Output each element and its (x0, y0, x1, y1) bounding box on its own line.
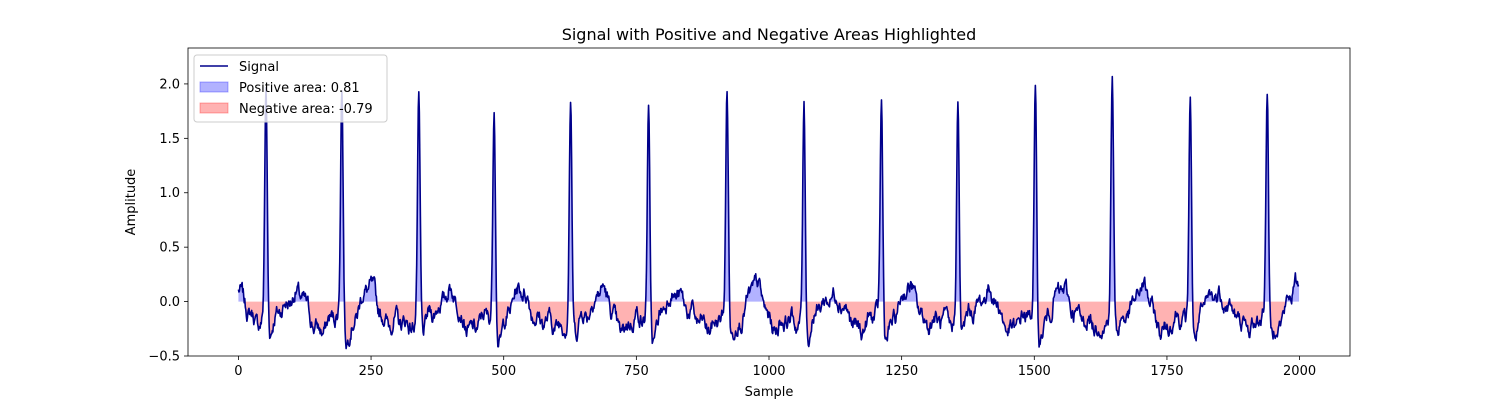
signal-line (237, 75, 1300, 350)
y-tick-label: 0.5 (159, 241, 180, 256)
x-tick-label: 1250 (885, 364, 918, 379)
x-tick-label: 0 (234, 364, 242, 379)
x-axis: 0 250 500 750 1000 1250 1500 1750 2000 (234, 356, 1316, 379)
y-tick-label: 2.0 (159, 77, 180, 92)
x-axis-label: Sample (745, 385, 794, 400)
x-tick-label: 2000 (1283, 364, 1316, 379)
x-tick-label: 250 (359, 364, 384, 379)
legend-positive-swatch (199, 81, 229, 93)
x-tick-label: 750 (624, 364, 649, 379)
y-tick-label: −0.5 (148, 350, 180, 365)
legend-negative-label: Negative area: -0.79 (239, 102, 373, 117)
legend-signal-label: Signal (239, 60, 279, 75)
y-tick-label: 1.5 (159, 132, 180, 147)
legend: Signal Positive area: 0.81 Negative area… (193, 54, 388, 123)
legend-box (193, 54, 388, 123)
x-tick-label: 500 (491, 364, 516, 379)
x-tick-label: 1000 (752, 364, 785, 379)
negative-area-fill (238, 301, 1300, 349)
legend-positive-label: Positive area: 0.81 (239, 81, 360, 96)
y-axis-label: Amplitude (124, 169, 139, 236)
chart-title: Signal with Positive and Negative Areas … (562, 25, 977, 44)
legend-negative-swatch (199, 102, 229, 114)
x-tick-label: 1500 (1018, 364, 1051, 379)
x-tick-label: 1750 (1150, 364, 1183, 379)
y-tick-label: 0.0 (159, 295, 180, 310)
y-tick-label: 1.0 (159, 186, 180, 201)
y-axis: −0.5 0.0 0.5 1.0 1.5 2.0 (148, 77, 188, 365)
